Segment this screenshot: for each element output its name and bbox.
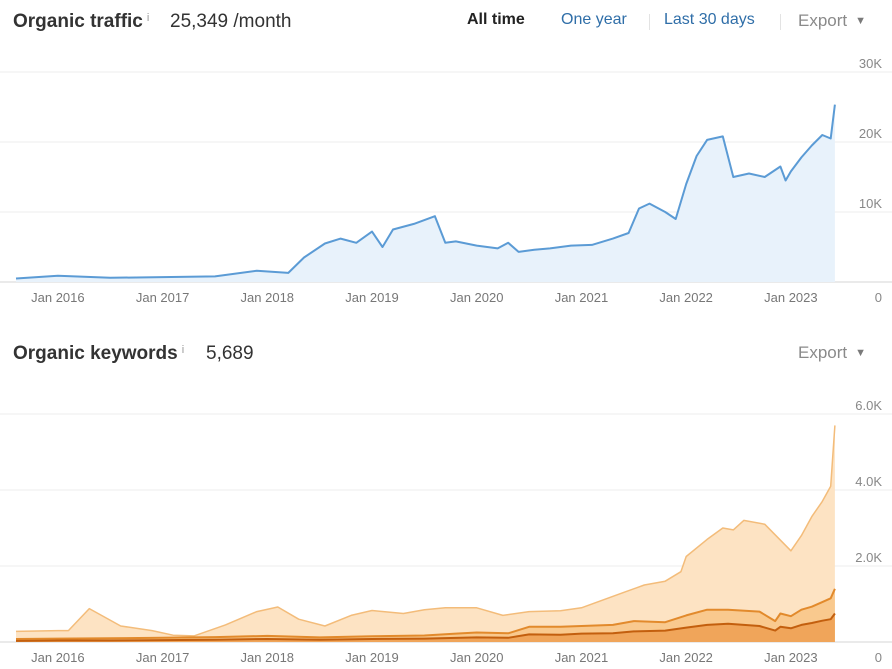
info-icon[interactable]: i [146,12,150,24]
x-tick-label: Jan 2016 [31,650,85,665]
tab-last-30-days[interactable]: Last 30 days [664,11,755,28]
y-tick-label: 0 [875,650,882,665]
x-tick-label: Jan 2021 [555,650,609,665]
series-line [15,588,836,640]
keywords-title: Organic keywords i [13,343,184,365]
info-icon[interactable]: i [181,344,185,356]
y-tick-label: 10K [859,196,882,211]
keywords-chart: 6.0K 4.0K 2.0K 0 Jan 2016 Jan 2017 Jan 2018 Jan… [0,398,892,665]
traffic-chart: 30K 20K 10K 0 Jan 2016 Jan 2017 Jan 2018 Jan 20… [0,56,892,305]
x-tick-label: Jan 2018 [241,650,295,665]
traffic-title-label: Organic traffic [13,11,143,32]
export-label: Export [798,343,848,362]
tab-one-year[interactable]: One year [561,11,627,28]
series-area [16,104,835,282]
x-tick-label: Jan 2022 [659,290,713,305]
x-tick-label: Jan 2018 [241,290,295,305]
x-tick-label: Jan 2017 [136,650,190,665]
series-line [15,425,836,637]
traffic-export-button[interactable]: Export ▼ [798,11,866,31]
traffic-value: 25,349 /month [170,11,292,32]
chevron-down-icon: ▼ [855,347,867,359]
tab-divider [780,14,781,30]
y-tick-label: 20K [859,126,882,141]
tab-all-time[interactable]: All time [467,11,525,28]
keywords-value: 5,689 [206,343,254,364]
y-tick-label: 0 [875,290,882,305]
x-tick-label: Jan 2020 [450,290,504,305]
x-tick-label: Jan 2016 [31,290,85,305]
series-area [16,613,835,642]
series-line [15,104,836,280]
y-tick-label: 4.0K [855,474,882,489]
x-tick-label: Jan 2023 [764,650,818,665]
traffic-header: Organic traffic i 25,349 /month All time … [13,9,892,37]
keywords-title-label: Organic keywords [13,343,178,364]
x-tick-label: Jan 2021 [555,290,609,305]
series-line [15,612,836,642]
x-tick-label: Jan 2017 [136,290,190,305]
series-area [16,588,835,642]
x-tick-label: Jan 2023 [764,290,818,305]
keywords-header: Organic keywords i 5,689 Export ▼ [13,340,892,368]
keywords-export-button[interactable]: Export ▼ [798,343,866,363]
y-tick-label: 2.0K [855,550,882,565]
tab-divider [649,14,650,30]
x-tick-label: Jan 2019 [345,650,399,665]
y-tick-label: 30K [859,56,882,71]
y-tick-label: 6.0K [855,398,882,413]
export-label: Export [798,11,848,30]
x-tick-label: Jan 2020 [450,650,504,665]
traffic-title: Organic traffic i [13,11,149,33]
chevron-down-icon: ▼ [855,15,867,27]
x-tick-label: Jan 2022 [659,650,713,665]
x-tick-label: Jan 2019 [345,290,399,305]
